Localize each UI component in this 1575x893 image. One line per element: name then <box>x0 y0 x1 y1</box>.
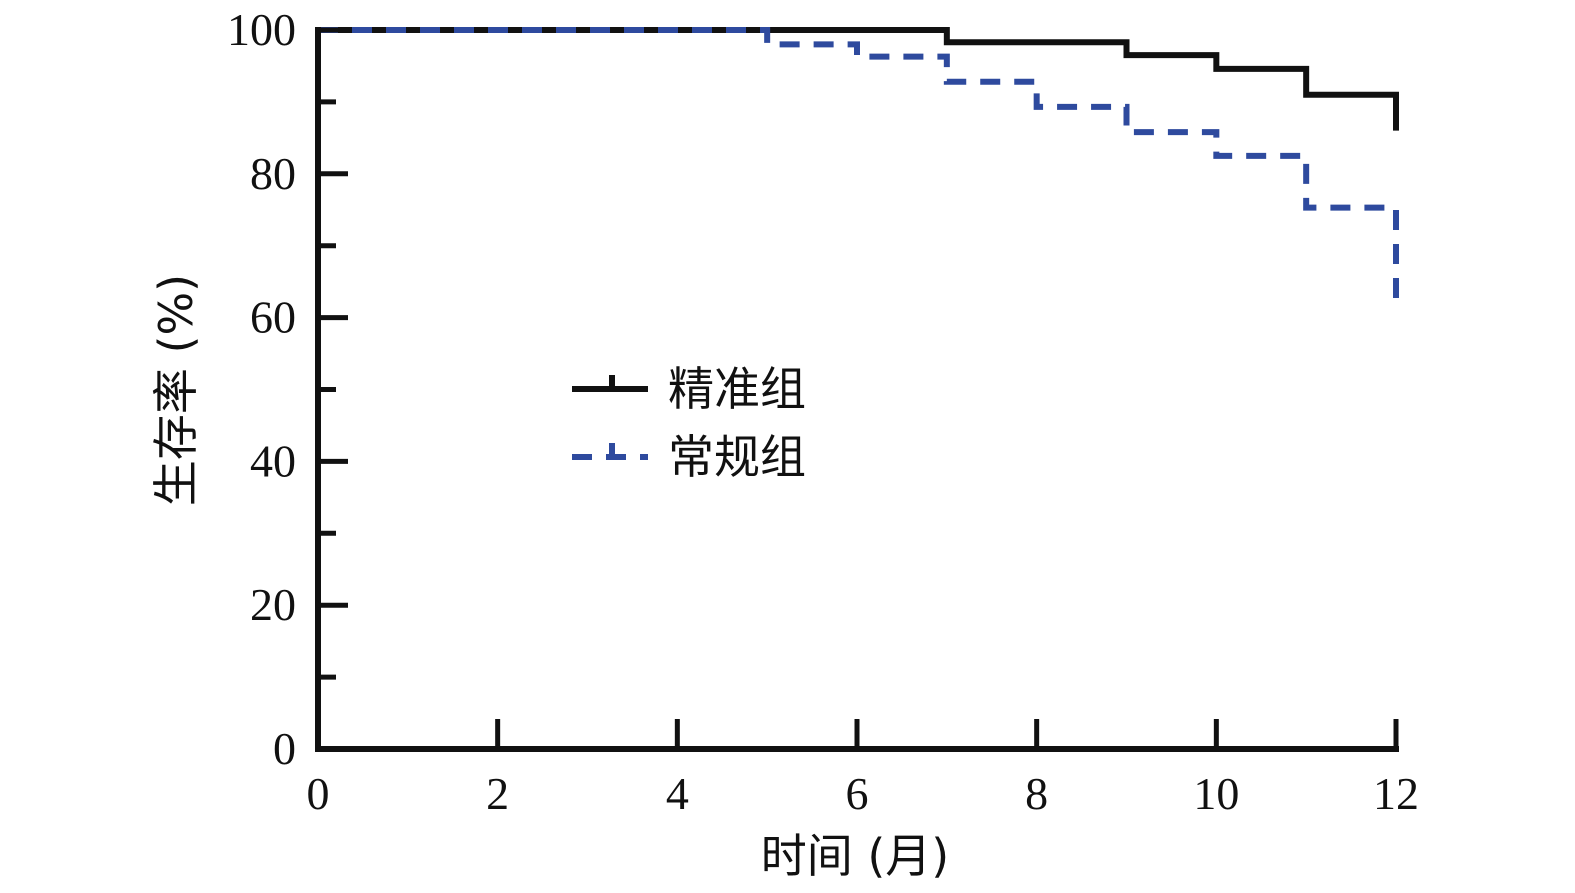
x-tick-label-8: 8 <box>1025 768 1048 819</box>
legend-swatch-precision <box>572 375 648 392</box>
y-tick-label-40: 40 <box>250 435 296 486</box>
y-tick-label-20: 20 <box>250 579 296 630</box>
legend: 精准组 常规组 <box>572 362 806 484</box>
y-axis-title: 生存率 (%) <box>149 274 203 506</box>
x-tick-label-10: 10 <box>1193 768 1239 819</box>
legend-label-precision: 精准组 <box>668 362 806 416</box>
legend-label-conventional: 常规组 <box>668 430 806 484</box>
x-tick-label-12: 12 <box>1373 768 1419 819</box>
x-axis-title: 时间 (月) <box>761 829 950 883</box>
legend-swatch-conventional <box>572 443 648 460</box>
plot-area: 0 20 40 60 80 100 0 2 4 6 8 10 12 <box>227 4 1419 819</box>
series-lines <box>318 27 1399 300</box>
legend-item-conventional: 常规组 <box>572 430 806 484</box>
y-tick-label-80: 80 <box>250 148 296 199</box>
x-tick-label-4: 4 <box>666 768 689 819</box>
series-line-0 <box>318 27 1399 131</box>
y-tick-label-100: 100 <box>227 4 296 55</box>
y-tick-label-60: 60 <box>250 292 296 343</box>
axes <box>315 27 1399 752</box>
axis-tick-labels: 0 20 40 60 80 100 0 2 4 6 8 10 12 <box>227 4 1419 819</box>
x-tick-label-0: 0 <box>307 768 330 819</box>
series-line-1 <box>318 27 1399 300</box>
x-tick-label-2: 2 <box>486 768 509 819</box>
axis-ticks <box>315 27 1399 752</box>
x-tick-label-6: 6 <box>846 768 869 819</box>
y-tick-label-0: 0 <box>273 723 296 774</box>
legend-item-precision: 精准组 <box>572 362 806 416</box>
